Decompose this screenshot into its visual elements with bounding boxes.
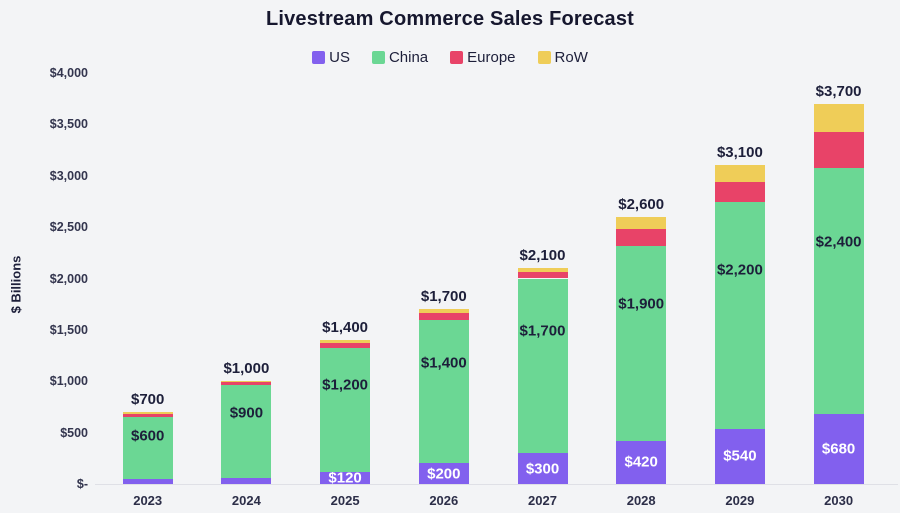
y-tick-label: $2,500 xyxy=(49,220,88,235)
total-label: $1,400 xyxy=(322,319,369,337)
y-tick-label: $3,500 xyxy=(49,117,88,132)
total-label: $1,700 xyxy=(420,288,467,306)
segment-europe-2026 xyxy=(418,313,469,320)
total-label: $2,100 xyxy=(519,247,566,265)
x-tick-label: 2030 xyxy=(824,493,854,508)
x-tick-label: 2026 xyxy=(429,493,459,508)
segment-europe-2029 xyxy=(714,181,765,203)
x-tick-label: 2028 xyxy=(626,493,656,508)
segment-europe-2024 xyxy=(221,382,272,386)
segment-europe-2027 xyxy=(517,272,568,279)
legend-swatch-row xyxy=(537,50,551,64)
legend-item-us: US xyxy=(312,49,350,66)
x-tick-label: 2025 xyxy=(330,493,360,508)
segment-us-2024 xyxy=(221,477,272,484)
total-label: $3,100 xyxy=(716,144,763,162)
legend-item-row: RoW xyxy=(537,48,588,66)
segment-us-2027 xyxy=(517,453,568,484)
total-label: $2,600 xyxy=(618,195,665,213)
segment-row-2026 xyxy=(418,309,469,314)
y-tick-label: $500 xyxy=(60,425,88,440)
segment-row-2030 xyxy=(813,103,864,132)
y-tick-label: $1,000 xyxy=(49,374,88,389)
segment-china-2025 xyxy=(320,348,371,472)
legend-item-china: China xyxy=(371,48,429,66)
legend-label: RoW xyxy=(554,48,588,66)
legend: US China Europe RoW xyxy=(0,47,900,67)
segment-europe-2025 xyxy=(320,343,371,349)
legend-swatch-china xyxy=(371,50,385,64)
segment-china-2023 xyxy=(122,417,173,479)
segment-china-2027 xyxy=(517,278,568,454)
segment-us-2029 xyxy=(714,428,765,484)
segment-row-2027 xyxy=(517,268,568,273)
segment-row-2028 xyxy=(616,216,667,230)
segment-us-2023 xyxy=(122,478,173,484)
legend-label: US xyxy=(329,48,350,66)
x-tick-label: 2023 xyxy=(133,493,163,508)
legend-label: Europe xyxy=(467,48,516,66)
y-tick-label: $2,000 xyxy=(49,271,88,286)
total-label: $3,700 xyxy=(815,82,862,100)
legend-swatch-europe xyxy=(450,50,464,64)
total-label: $1,000 xyxy=(223,360,270,378)
segment-us-2028 xyxy=(616,440,667,484)
segment-china-2029 xyxy=(714,202,765,429)
y-tick-label: $3,000 xyxy=(49,168,88,183)
segment-china-2028 xyxy=(616,245,667,441)
legend-item-europe: Europe xyxy=(450,48,516,66)
legend-label: China xyxy=(388,48,429,66)
segment-row-2029 xyxy=(714,165,765,182)
segment-row-2024 xyxy=(221,381,272,383)
segment-row-2025 xyxy=(320,340,371,344)
segment-china-2024 xyxy=(221,385,272,478)
x-axis-line xyxy=(95,484,898,485)
x-tick-label: 2029 xyxy=(725,493,755,508)
segment-us-2025 xyxy=(320,471,371,484)
segment-europe-2030 xyxy=(813,131,864,168)
x-tick-label: 2027 xyxy=(528,493,557,508)
segment-us-2030 xyxy=(813,414,864,484)
segment-china-2030 xyxy=(813,167,864,415)
segment-china-2026 xyxy=(418,319,469,464)
total-label: $700 xyxy=(131,391,165,409)
chart-title: Livestream Commerce Sales Forecast xyxy=(265,8,635,30)
legend-swatch-us xyxy=(312,50,326,64)
x-tick-label: 2024 xyxy=(231,493,261,508)
segment-row-2023 xyxy=(122,412,173,415)
segment-europe-2023 xyxy=(122,414,173,418)
segment-us-2026 xyxy=(418,463,469,484)
y-tick-label: $- xyxy=(76,477,88,491)
y-tick-label: $1,500 xyxy=(49,322,88,337)
segment-europe-2028 xyxy=(616,229,667,246)
y-tick-label: $4,000 xyxy=(49,66,88,80)
